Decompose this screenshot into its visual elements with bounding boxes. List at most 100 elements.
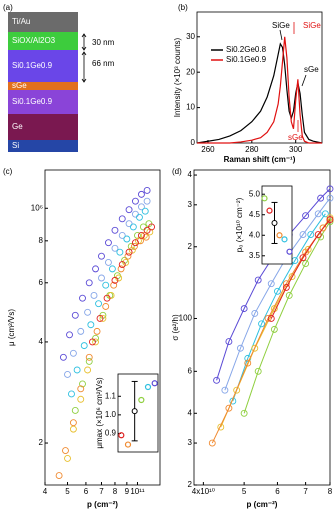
data-point <box>98 274 105 282</box>
data-point <box>142 233 150 241</box>
y-tick-label: 0 <box>191 138 196 147</box>
data-point <box>111 276 119 284</box>
data-point <box>137 203 145 211</box>
data-point <box>55 472 63 480</box>
data-point <box>59 353 67 361</box>
layer-label: Ti/Au <box>12 17 30 26</box>
inset-point <box>281 236 288 243</box>
x-tick-label: 280 <box>245 145 259 154</box>
data-point <box>73 366 81 374</box>
dim-label: 30 nm <box>92 38 115 47</box>
data-point <box>233 386 241 394</box>
data-point <box>85 353 93 361</box>
x-tick-label: 260 <box>201 145 215 154</box>
data-point <box>148 223 156 231</box>
data-point <box>71 311 79 319</box>
layer-label: Si0.1Ge0.9 <box>12 61 53 70</box>
data-point <box>302 212 310 220</box>
x-tick-label: 8 <box>328 487 333 496</box>
data-point <box>317 233 325 241</box>
x-tick-label: 4x10¹⁰ <box>192 487 215 496</box>
data-point <box>225 404 233 412</box>
y-tick-label: 0.9 <box>105 429 117 438</box>
y-tick-label: 100 <box>179 314 193 323</box>
data-point <box>264 315 272 322</box>
data-point <box>98 252 105 260</box>
data-point <box>143 197 151 205</box>
data-point <box>118 261 126 268</box>
layer-label: Si0.1Ge0.9 <box>12 97 53 106</box>
data-point <box>125 220 133 228</box>
annotation: sGe <box>304 65 319 74</box>
y-tick-label: 4.5 <box>249 210 261 219</box>
y-tick-label: 1.0 <box>105 410 117 419</box>
data-point <box>127 242 135 250</box>
x-tick-label: 6 <box>84 487 89 496</box>
data-point <box>319 224 327 232</box>
x-tick-label: 5 <box>65 487 70 496</box>
data-point <box>254 367 262 375</box>
inset-point <box>138 396 145 404</box>
y-tick-label: 2 <box>188 242 193 251</box>
data-point <box>326 214 334 222</box>
x-axis-label: p (cm⁻²) <box>247 500 278 509</box>
data-point <box>314 231 322 239</box>
inset-point <box>118 432 125 439</box>
layer <box>8 32 78 50</box>
annotation: SiGe <box>272 21 290 30</box>
data-point <box>240 409 248 417</box>
data-point <box>236 344 244 352</box>
data-point <box>64 371 71 378</box>
data-point <box>87 321 95 329</box>
annotation-arrow <box>279 29 283 41</box>
layer-label: SiOX/Al2O3 <box>12 36 56 45</box>
data-point <box>137 190 145 198</box>
y-tick-label: 20 <box>186 67 195 76</box>
data-point <box>129 223 137 231</box>
inset-point <box>286 248 293 255</box>
data-point <box>88 338 96 346</box>
y-tick-label: 2 <box>188 480 193 489</box>
y-tick-label: 10⁶ <box>31 203 43 212</box>
data-point <box>254 276 262 284</box>
x-axis-label: Raman shift (cm⁻¹) <box>224 155 296 164</box>
data-point <box>314 210 322 218</box>
panel-label: (b) <box>178 3 188 12</box>
x-tick-label: 4 <box>43 487 48 496</box>
data-point <box>116 248 124 256</box>
arrow-head <box>81 51 87 83</box>
data-point <box>90 292 98 299</box>
data-point <box>213 376 221 384</box>
data-point <box>130 242 138 250</box>
y-tick-label: 3.5 <box>249 251 261 260</box>
data-point <box>77 385 85 393</box>
y-tick-label: 5.0 <box>249 189 261 198</box>
layer-label: sGe <box>12 81 27 90</box>
data-point <box>68 390 75 398</box>
y-tick-label: 4 <box>39 337 44 346</box>
data-point <box>143 186 151 194</box>
y-axis-label: μ (cm²/Vs) <box>7 309 16 346</box>
data-point <box>79 294 86 302</box>
spectrum-line <box>196 42 323 144</box>
data-point <box>69 425 77 433</box>
data-point <box>123 235 131 243</box>
annotation-arrow <box>301 74 307 87</box>
data-point <box>62 447 69 454</box>
data-point <box>299 254 307 262</box>
y-tick-label: 4 <box>188 408 193 417</box>
fit-line <box>224 197 331 391</box>
x-tick-label: 5 <box>242 487 247 496</box>
data-point <box>92 338 99 346</box>
fit-line <box>232 213 326 402</box>
inset-point <box>266 207 273 214</box>
data-point <box>103 294 111 302</box>
x-axis-label: p (cm⁻²) <box>87 500 118 509</box>
data-point <box>125 248 133 256</box>
data-point <box>93 327 101 335</box>
x-tick-label: 7 <box>99 487 104 496</box>
data-point <box>302 248 310 256</box>
data-point <box>104 239 112 247</box>
arrow-head <box>81 33 87 51</box>
